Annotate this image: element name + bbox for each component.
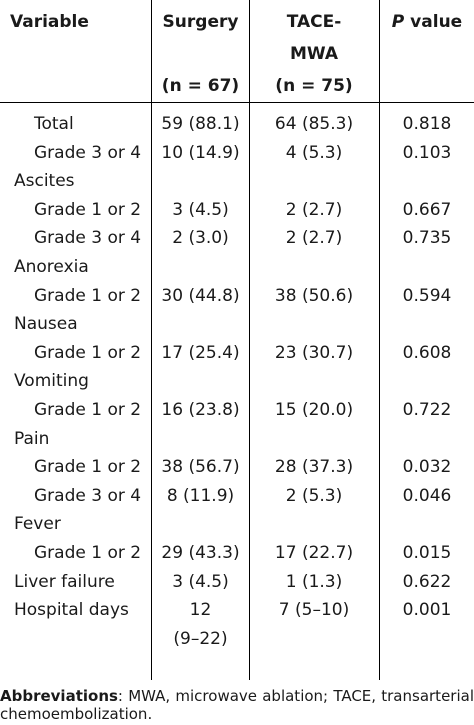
row-tace-value: 64 (85.3) [274,114,354,134]
row-p-value: 0.608 [402,342,452,363]
header-p-value: P value [380,12,474,32]
row-label: Liver failure [14,571,115,592]
row-surgery-value: 16 (23.8) [161,400,240,420]
column-divider [249,0,250,680]
header-tace-line2: MWA [289,44,339,64]
row-label: Ascites [14,171,75,192]
row-label: Grade 1 or 2 [34,342,142,363]
row-p-value: 0.032 [402,457,452,478]
footnote-text: : MWA, microwave ablation; TACE, transar… [0,687,474,723]
row-surgery-value: 12 [189,600,212,621]
header-tace-line1: TACE- [286,12,342,32]
header-surgery: Surgery [162,12,239,32]
row-surgery-value: 29 (43.3) [161,543,240,563]
row-surgery-value-line2: (9–22) [173,628,228,649]
row-surgery-value: 3 (4.5) [172,199,229,220]
column-divider [151,0,152,680]
row-surgery-value: 59 (88.1) [161,114,240,134]
header-tace-n: (n = 75) [275,76,353,96]
row-tace-value: 2 (2.7) [285,228,343,249]
row-tace-value: 2 (5.3) [285,485,343,506]
row-p-value: 0.001 [402,600,452,621]
header-p-rest: value [404,12,463,32]
row-p-value: 0.594 [402,285,452,306]
row-p-value: 0.046 [402,485,452,506]
footnote: Abbreviations: MWA, microwave ablation; … [0,687,474,723]
row-label: Anorexia [14,257,89,277]
row-p-value: 0.735 [402,228,452,249]
row-surgery-value: 10 (14.9) [161,142,240,163]
row-p-value: 0.818 [402,114,452,134]
row-tace-value: 23 (30.7) [274,342,354,363]
row-label: Grade 1 or 2 [34,400,142,420]
row-label: Total [34,114,74,134]
row-label: Grade 1 or 2 [34,285,142,306]
row-label: Grade 1 or 2 [34,543,142,563]
column-divider [379,0,380,680]
row-surgery-value: 3 (4.5) [172,571,229,592]
results-table: Variable Surgery (n = 67) TACE- MWA (n =… [0,0,474,680]
row-surgery-value: 30 (44.8) [161,285,240,306]
row-surgery-value: 2 (3.0) [172,228,229,249]
row-label: Grade 3 or 4 [34,228,142,249]
row-p-value: 0.103 [402,142,452,163]
row-label: Nausea [14,314,78,335]
row-tace-value: 38 (50.6) [274,285,354,306]
row-tace-value: 17 (22.7) [274,543,354,563]
row-p-value: 0.667 [402,199,452,220]
row-tace-value: 4 (5.3) [285,142,343,163]
row-label: Grade 1 or 2 [34,457,142,478]
row-tace-value: 28 (37.3) [274,457,354,478]
header-divider [0,102,474,103]
footnote-label: Abbreviations [0,687,118,705]
row-label: Grade 3 or 4 [34,142,142,163]
row-surgery-value: 17 (25.4) [161,342,240,363]
row-p-value: 0.015 [402,543,452,563]
row-p-value: 0.722 [402,400,452,420]
row-label: Vomiting [14,371,89,392]
row-label: Pain [14,428,50,449]
header-p-italic: P [391,12,405,32]
row-tace-value: 7 (5–10) [278,600,350,621]
row-tace-value: 2 (2.7) [285,199,343,220]
header-variable: Variable [10,12,89,32]
header-surgery-n: (n = 67) [161,76,240,96]
row-label: Fever [14,514,61,535]
row-label: Hospital days [14,600,129,621]
row-p-value: 0.622 [402,571,452,592]
row-label: Grade 1 or 2 [34,199,142,220]
row-tace-value: 15 (20.0) [274,400,354,420]
row-surgery-value: 8 (11.9) [166,485,235,506]
row-label: Grade 3 or 4 [34,485,142,506]
row-tace-value: 1 (1.3) [285,571,343,592]
row-surgery-value: 38 (56.7) [161,457,240,478]
